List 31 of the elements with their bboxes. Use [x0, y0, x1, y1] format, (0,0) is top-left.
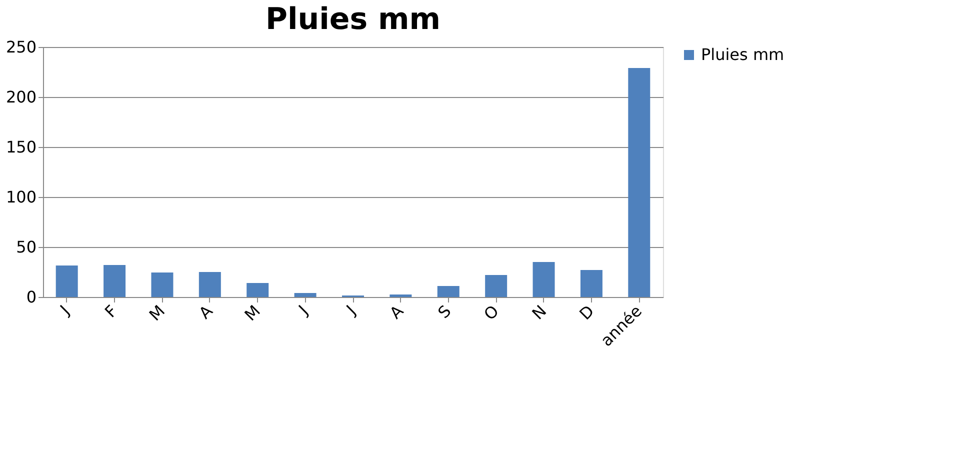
chart-title: Pluies mm — [265, 2, 441, 37]
x-tick-label: N — [528, 301, 550, 324]
bar — [151, 272, 174, 297]
bar — [198, 272, 221, 297]
x-tick-label: A — [386, 301, 408, 323]
bar — [580, 270, 602, 297]
x-tick-label: J — [56, 301, 74, 319]
x-tick-label: M — [240, 301, 264, 325]
bar — [104, 265, 126, 297]
bar — [485, 275, 508, 297]
bar — [437, 286, 460, 297]
y-tick-label: 250 — [6, 38, 36, 56]
bar — [628, 68, 650, 297]
legend-label: Pluies mm — [701, 45, 784, 64]
x-tick-label: A — [195, 301, 216, 323]
x-tick-label: J — [342, 301, 360, 319]
x-tick-label: O — [480, 301, 502, 324]
bar — [246, 283, 269, 297]
bar — [294, 293, 316, 297]
y-tick-label: 50 — [16, 238, 36, 256]
y-tick-label: 0 — [26, 288, 36, 306]
x-tick-label: D — [576, 301, 598, 324]
y-tick-label: 200 — [6, 88, 36, 106]
x-tick-label: F — [100, 301, 121, 322]
x-tick-label: M — [145, 301, 169, 325]
y-tick-label: 150 — [6, 138, 36, 156]
x-tick-label: J — [294, 301, 312, 319]
bar — [56, 266, 78, 297]
y-tick-label: 100 — [6, 188, 36, 206]
x-tick-label: S — [434, 301, 455, 322]
bar — [532, 262, 555, 297]
